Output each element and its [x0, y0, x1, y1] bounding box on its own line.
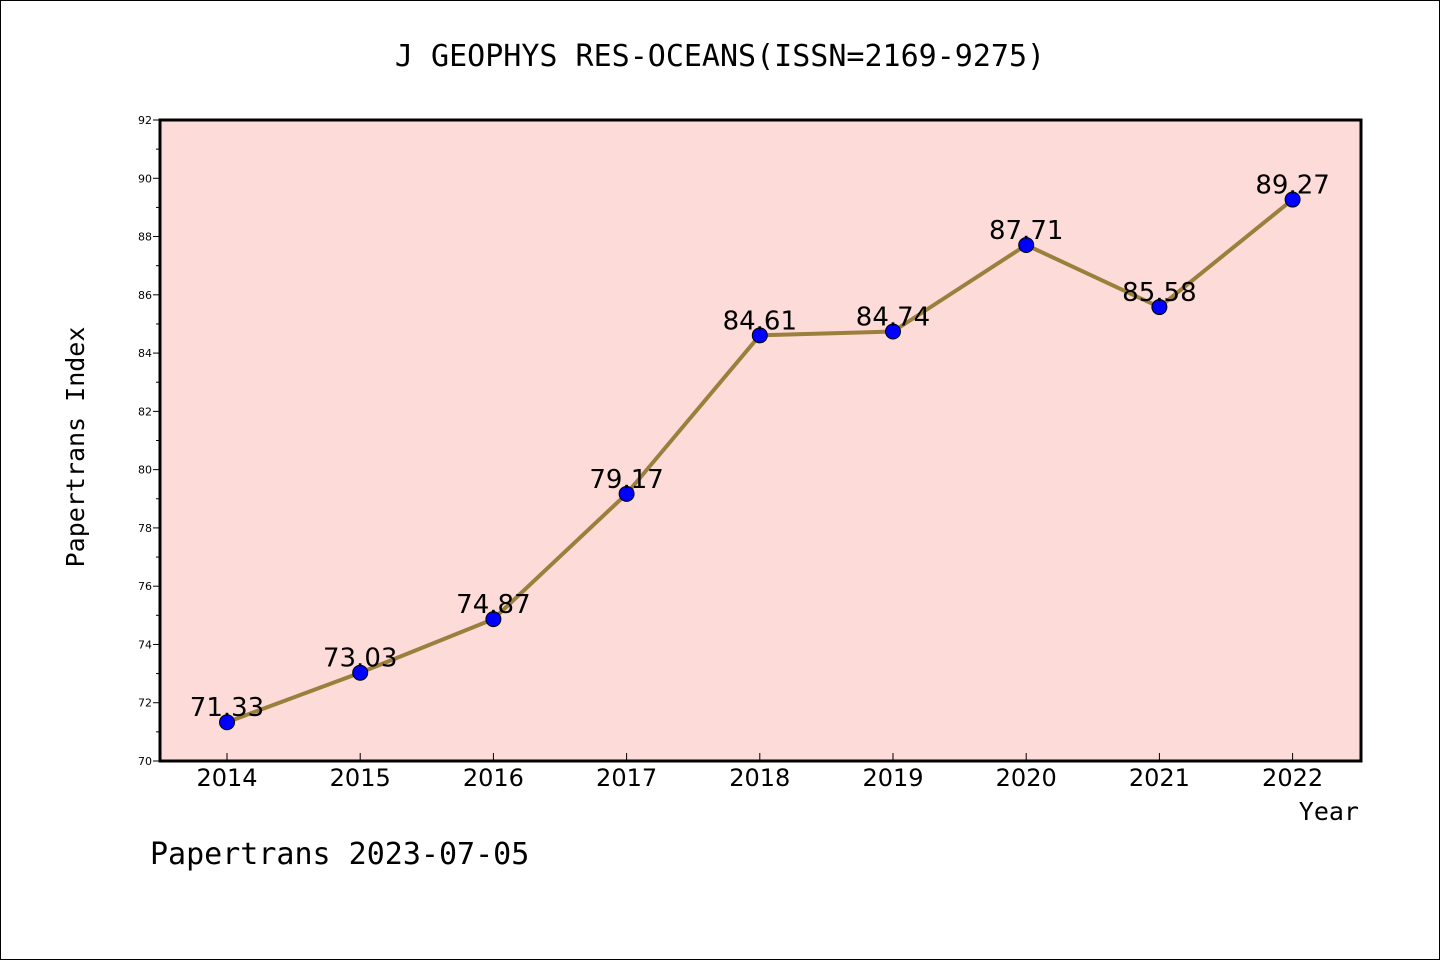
data-label-group: 71.33 73.03 74.87 79.17 84.61 84.74 87.71 85.58… — [190, 171, 1330, 724]
data-label: 74.87 — [456, 590, 530, 620]
data-label: 79.17 — [589, 465, 663, 495]
y-tick-label: 86 — [138, 289, 152, 302]
x-axis: 2014 2015 2016 2017 2018 2019 2020 2021 2022 — [196, 753, 1323, 792]
data-point — [1151, 299, 1168, 316]
x-tick-label: 2016 — [463, 764, 524, 792]
y-tick-label: 74 — [138, 638, 152, 651]
data-point — [751, 327, 768, 344]
data-label: 84.61 — [723, 306, 797, 336]
data-point — [1018, 236, 1035, 253]
y-tick-label: 80 — [138, 464, 152, 477]
x-tick-label: 2015 — [330, 764, 391, 792]
y-axis-label: Papertrans Index — [61, 327, 90, 568]
data-label: 85.58 — [1122, 278, 1196, 308]
x-axis-label: Year — [1299, 797, 1359, 826]
data-point — [885, 323, 901, 340]
data-label: 73.03 — [323, 644, 397, 674]
chart-title: J GEOPHYS RES-OCEANS(ISSN=2169-9275) — [395, 39, 1045, 74]
data-label: 84.74 — [856, 303, 930, 333]
x-tick-label: 2019 — [862, 764, 923, 792]
x-tick-label: 2022 — [1262, 764, 1323, 792]
x-tick-label: 2021 — [1129, 764, 1190, 792]
y-tick-label: 76 — [138, 580, 152, 593]
data-point — [485, 611, 502, 628]
data-point — [352, 664, 369, 681]
x-tick-label: 2017 — [596, 764, 657, 792]
series-group — [219, 191, 1301, 731]
y-axis: 70 72 74 76 78 80 82 84 86 88 90 92 — [138, 114, 160, 768]
x-tick-label: 2020 — [996, 764, 1057, 792]
data-label: 71.33 — [190, 693, 264, 723]
y-tick-label: 78 — [138, 522, 152, 535]
x-tick-label: 2018 — [729, 764, 790, 792]
y-tick-label: 92 — [138, 114, 152, 127]
x-tick-label: 2014 — [196, 764, 257, 792]
plot-area — [158, 118, 1363, 763]
data-label: 87.71 — [989, 216, 1063, 246]
data-label: 89.27 — [1255, 171, 1329, 201]
y-tick-label: 70 — [138, 755, 152, 768]
y-tick-label: 88 — [138, 231, 152, 244]
y-tick-label: 72 — [138, 697, 152, 710]
data-point — [1284, 191, 1301, 208]
y-tick-label: 84 — [138, 347, 152, 360]
y-tick-label: 82 — [138, 405, 152, 418]
data-point — [219, 714, 235, 731]
y-tick-label: 90 — [138, 172, 152, 185]
data-point — [618, 485, 635, 502]
footer-text: Papertrans 2023-07-05 — [150, 837, 529, 872]
